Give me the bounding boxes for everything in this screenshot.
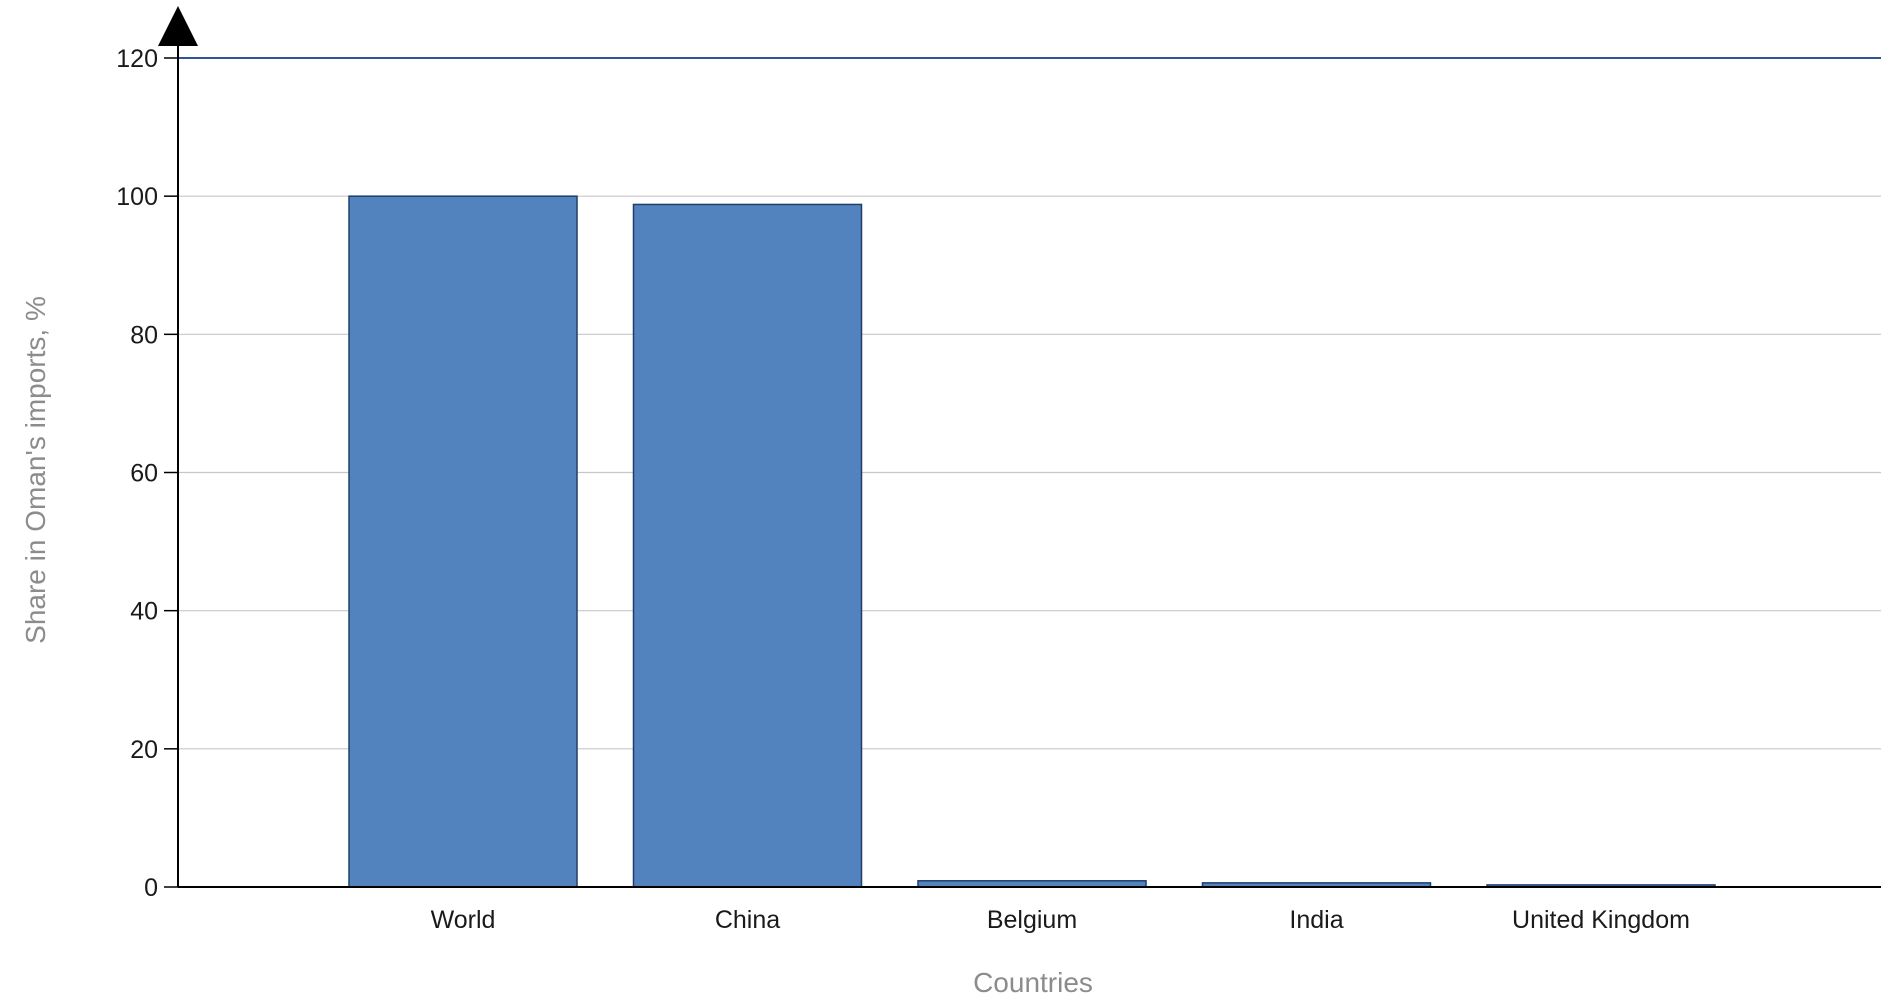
bar-world[interactable] — [348, 195, 578, 888]
x-tick-label: World — [431, 906, 496, 934]
y-tick-label: 0 — [144, 874, 158, 902]
y-axis-title: Share in Oman's imports, % — [20, 296, 51, 644]
y-axis-ticks: 0 20 40 60 80 100 120 — [116, 45, 178, 902]
y-tick-label: 40 — [130, 598, 158, 626]
y-tick-label: 80 — [130, 321, 158, 349]
x-axis-ticks: World China Belgium India United Kingdom — [431, 906, 1690, 934]
x-tick-label: United Kingdom — [1512, 906, 1690, 934]
x-tick-label: Belgium — [987, 906, 1077, 934]
y-tick-label: 20 — [130, 736, 158, 764]
y-tick-label: 120 — [116, 45, 158, 73]
y-axis-arrow-icon — [158, 6, 198, 46]
x-axis-title: Countries — [973, 967, 1093, 998]
x-tick-label: India — [1289, 906, 1343, 934]
bar-china[interactable] — [632, 203, 863, 888]
x-tick-label: China — [715, 906, 780, 934]
bars — [348, 195, 1716, 888]
axes — [158, 6, 1881, 888]
y-tick-label: 100 — [116, 183, 158, 211]
y-tick-label: 60 — [130, 460, 158, 488]
